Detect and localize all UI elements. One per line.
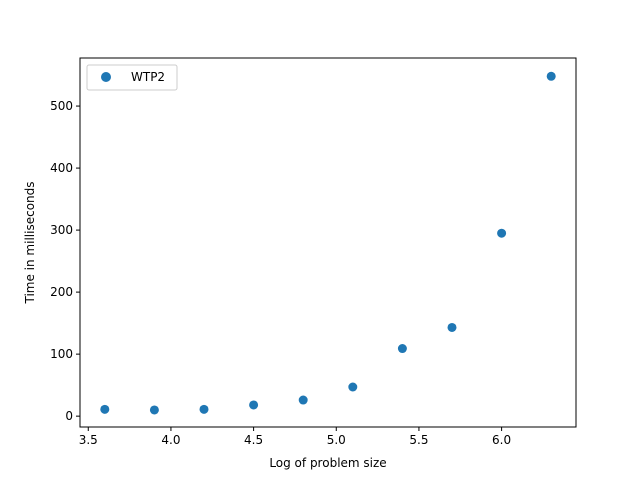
data-point	[348, 382, 358, 392]
legend-marker	[101, 72, 111, 82]
data-point	[199, 404, 209, 414]
y-tick-label: 400	[50, 161, 73, 175]
x-tick-label: 6.0	[492, 433, 511, 447]
y-tick-label: 0	[65, 409, 73, 423]
x-tick-label: 5.5	[409, 433, 428, 447]
y-tick-label: 500	[50, 99, 73, 113]
data-point	[546, 71, 556, 81]
legend-box	[86, 64, 178, 91]
x-tick-label: 4.5	[244, 433, 263, 447]
data-points	[100, 71, 556, 415]
y-axis-label: Time in milliseconds	[23, 181, 37, 304]
x-tick-label: 5.0	[327, 433, 346, 447]
y-tick-label: 300	[50, 223, 73, 237]
y-tick-label: 200	[50, 285, 73, 299]
legend-label: WTP2	[131, 70, 165, 84]
plot-frame	[79, 57, 577, 428]
data-point	[397, 344, 407, 354]
x-tick-label: 3.5	[79, 433, 98, 447]
x-axis: 3.5 4.0 4.5 5.0 5.5 6.0	[79, 427, 511, 447]
data-point	[249, 400, 259, 410]
data-point	[497, 228, 507, 238]
x-tick-label: 4.0	[161, 433, 180, 447]
data-point	[100, 404, 110, 414]
legend: WTP2	[86, 64, 178, 91]
y-axis: 0 100 200 300 400 500	[50, 99, 80, 423]
data-point	[149, 405, 159, 415]
data-point	[298, 395, 308, 405]
data-point	[447, 322, 457, 332]
y-tick-label: 100	[50, 347, 73, 361]
x-axis-label: Log of problem size	[269, 456, 386, 470]
